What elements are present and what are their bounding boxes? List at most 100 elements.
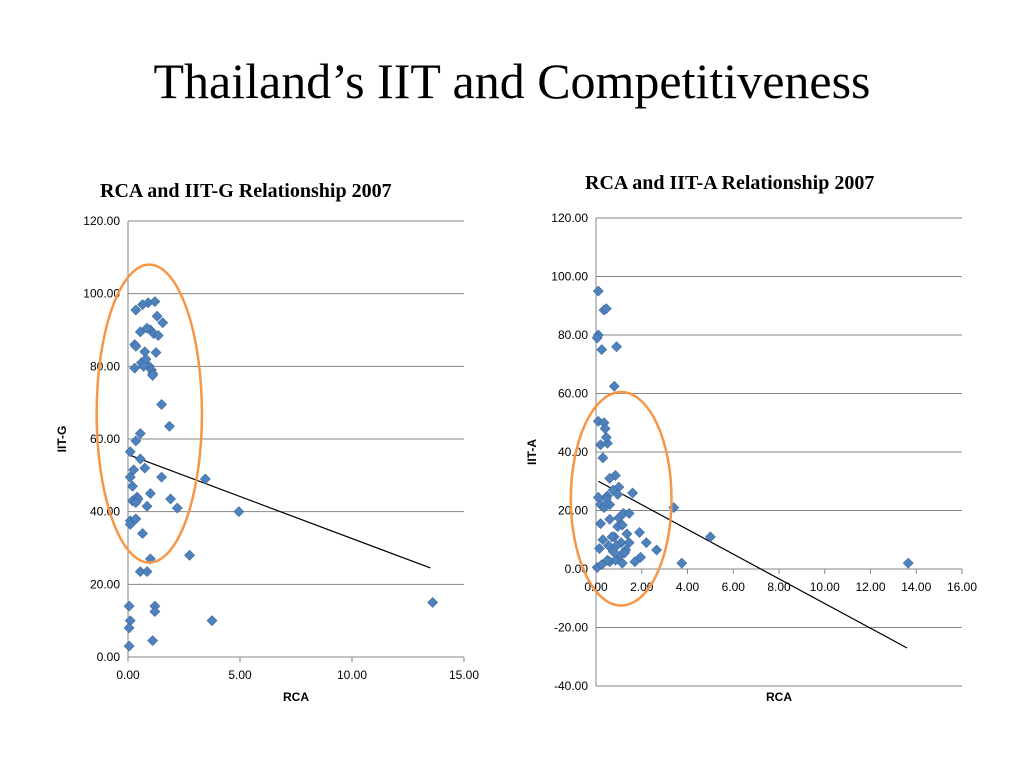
data-point [640,537,652,549]
data-point [151,310,163,322]
data-point [604,472,616,484]
data-point [157,317,169,329]
data-point [184,549,196,561]
data-point [149,606,161,618]
data-point [600,431,612,443]
data-point [147,369,159,381]
chart-rca-iit-g: 0.00 20.00 40.00 60.00 80.00 100.00 120.00 0.00… [55,214,479,704]
data-point [608,380,620,392]
data-point [603,540,615,552]
data-point [134,453,146,465]
trendline [598,480,908,649]
data-point [147,635,159,647]
x-tick-label: 15.00 [449,668,479,682]
data-point [623,508,635,519]
data-point [616,519,628,531]
data-point [199,473,211,485]
y-tick-label: 40.00 [90,505,120,519]
data-point [594,543,605,554]
y-tick-label: 20.00 [90,577,120,591]
data-point [137,299,148,310]
data-point [137,528,148,539]
data-point [597,452,609,464]
data-point [123,640,135,652]
data-point [612,488,624,500]
data-point [629,556,641,568]
data-point [627,487,639,499]
data-point [604,513,616,525]
x-tick-label: 6.00 [722,580,746,594]
x-tick-label: 5.00 [228,668,252,682]
y-tick-label: 120.00 [83,214,120,228]
data-point [592,285,604,297]
y-tick-label: -40.00 [554,679,588,693]
data-point [596,344,608,356]
data-point [130,435,142,447]
y-tick-label: 40.00 [558,445,588,459]
y-tick-label: 100.00 [551,270,588,284]
data-point [124,446,136,458]
data-point [902,557,914,569]
data-point [164,420,175,432]
data-point [600,303,612,315]
data-point [124,518,136,530]
highlight-ellipse [569,390,673,607]
data-point [591,332,603,344]
data-point [616,557,628,569]
x-tick-label: 8.00 [767,580,791,594]
data-point [127,480,138,492]
y-tick-label: 60.00 [90,432,120,446]
data-point [156,471,168,483]
chart-title-iit-a: RCA and IIT-A Relationship 2007 [585,172,875,194]
data-point [128,464,140,476]
x-tick-label: 16.00 [947,580,977,594]
y-tick-label: 20.00 [558,504,588,518]
y-axis-title: IIT-G [55,426,69,453]
y-tick-label: 80.00 [558,328,588,342]
data-point [138,360,150,372]
data-point [604,499,616,511]
data-point [607,546,619,557]
data-point [130,513,142,525]
data-point [144,488,156,499]
data-point [595,518,606,530]
data-point [651,544,663,556]
y-tick-label: 100.00 [83,287,120,301]
x-tick-label: 4.00 [676,580,700,594]
y-tick-label: 120.00 [551,211,588,225]
y-tick-label: -20.00 [554,621,588,635]
x-tick-label: 14.00 [901,580,931,594]
data-point [152,330,164,341]
x-tick-label: 12.00 [855,580,885,594]
data-point [130,304,142,316]
data-point [606,531,618,543]
data-point [130,497,142,509]
chart-title-iit-g: RCA and IIT-G Relationship 2007 [100,180,392,202]
data-point [596,559,608,571]
data-point [676,557,688,569]
data-point [141,322,153,334]
x-tick-label: 0.00 [116,668,140,682]
x-tick-label: 10.00 [810,580,840,594]
slide-title: Thailand’s IIT and Competitiveness [153,53,871,109]
y-tick-label: 0.00 [97,650,121,664]
data-point [592,491,604,503]
data-point [124,471,136,483]
data-point [623,537,635,549]
data-point [619,547,631,559]
data-point [123,600,135,612]
x-tick-label: 10.00 [337,668,367,682]
data-point [139,462,151,474]
x-axis-title: RCA [283,690,309,704]
y-axis-title: IIT-A [525,439,539,465]
data-point [621,528,633,540]
data-point [206,615,218,627]
data-point [134,428,146,439]
trendline [130,454,431,569]
data-point [141,500,153,512]
data-point [171,502,183,514]
data-point [427,597,439,608]
data-point [141,566,153,578]
data-point [123,622,135,634]
